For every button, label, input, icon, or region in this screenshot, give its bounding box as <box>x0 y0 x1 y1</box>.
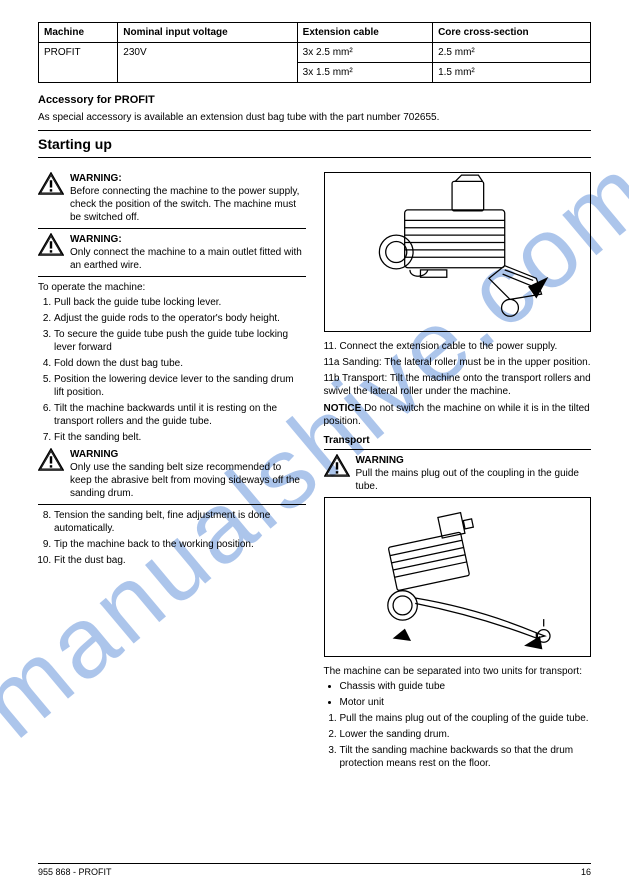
step: Tilt the sanding machine backwards so th… <box>340 744 592 770</box>
warning-4: WARNING Pull the mains plug out of the c… <box>356 454 592 493</box>
transport-intro: The machine can be separated into two un… <box>324 665 592 678</box>
transport-subhead: Transport <box>324 434 592 450</box>
step: 11a Sanding: The lateral roller must be … <box>324 356 592 369</box>
step: Tension the sanding belt, fine adjustmen… <box>54 509 306 535</box>
warning-icon <box>38 448 64 471</box>
transport-steps: Pull the mains plug out of the coupling … <box>324 712 592 770</box>
steps-intro: To operate the machine: <box>38 281 306 294</box>
right-column: Connect the extension cable to the power… <box>324 168 592 773</box>
step: Fit the dust bag. <box>54 554 306 567</box>
steps-list-3: Connect the extension cable to the power… <box>324 340 592 398</box>
warning-3: WARNING Only use the sanding belt size r… <box>70 448 306 500</box>
warning-icon <box>38 233 64 256</box>
step: Tilt the machine backwards until it is r… <box>54 402 306 428</box>
footer-page: 16 <box>581 867 591 879</box>
step: Fit the sanding belt. <box>54 431 306 444</box>
td-voltage: 230V <box>118 43 297 83</box>
th-cross: Core cross-section <box>433 23 591 43</box>
warning-icon <box>324 454 350 477</box>
step: Lower the sanding drum. <box>340 728 592 741</box>
warning-1: WARNING: Before connecting the machine t… <box>70 172 306 224</box>
list-item: Motor unit <box>340 696 592 709</box>
steps-list: Pull back the guide tube locking lever. … <box>38 296 306 444</box>
steps-list-2: Tension the sanding belt, fine adjustmen… <box>38 509 306 567</box>
warning-2: WARNING: Only connect the machine to a m… <box>70 233 306 272</box>
figure-2 <box>324 497 592 657</box>
footer-left: 955 868 - PROFIT <box>38 867 112 879</box>
step: Adjust the guide rods to the operator's … <box>54 312 306 325</box>
step: Position the lowering device lever to th… <box>54 373 306 399</box>
th-cable: Extension cable <box>297 23 432 43</box>
td-cross-2: 1.5 mm² <box>433 63 591 83</box>
step: 11b Transport: Tilt the machine onto the… <box>324 372 592 398</box>
step: Pull back the guide tube locking lever. <box>54 296 306 309</box>
transport-units: Chassis with guide tube Motor unit <box>324 680 592 709</box>
td-cross-1: 2.5 mm² <box>433 43 591 63</box>
td-cable-1: 3x 2.5 mm² <box>297 43 432 63</box>
left-column: WARNING: Before connecting the machine t… <box>38 168 306 773</box>
figure-1 <box>324 172 592 332</box>
step: Connect the extension cable to the power… <box>340 340 592 353</box>
notice-title: NOTICE <box>324 403 362 414</box>
accessory-text: As special accessory is available an ext… <box>38 111 591 124</box>
th-voltage: Nominal input voltage <box>118 23 297 43</box>
section-title: Starting up <box>38 130 591 158</box>
td-machine: PROFIT <box>39 43 118 83</box>
notice-text: Do not switch the machine on while it is… <box>324 403 590 427</box>
footer: 955 868 - PROFIT 16 <box>38 863 591 879</box>
step: Pull the mains plug out of the coupling … <box>340 712 592 725</box>
list-item: Chassis with guide tube <box>340 680 592 693</box>
th-machine: Machine <box>39 23 118 43</box>
spec-table: Machine Nominal input voltage Extension … <box>38 22 591 83</box>
step: Tip the machine back to the working posi… <box>54 538 306 551</box>
warning-icon <box>38 172 64 195</box>
accessory-heading: Accessory for PROFIT <box>38 93 591 107</box>
step: To secure the guide tube push the guide … <box>54 328 306 354</box>
step: Fold down the dust bag tube. <box>54 357 306 370</box>
td-cable-2: 3x 1.5 mm² <box>297 63 432 83</box>
